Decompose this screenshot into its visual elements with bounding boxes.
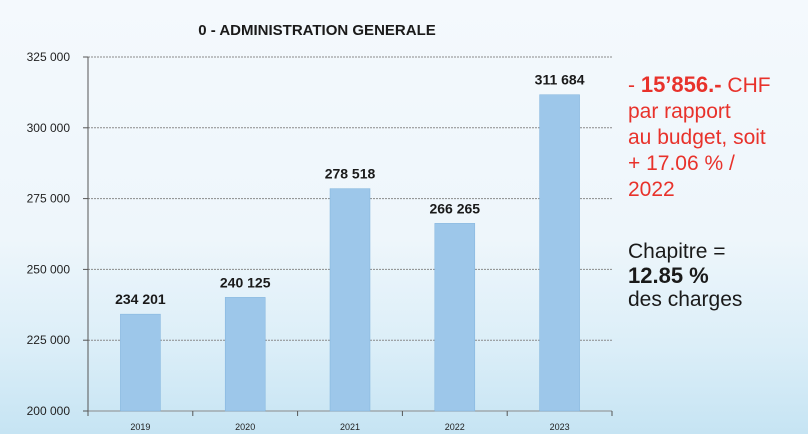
share-value: 12.85 % xyxy=(628,263,709,288)
note-line-4: + 17.06 % / xyxy=(628,152,735,175)
bar xyxy=(539,94,580,412)
y-tick-label: 300 000 xyxy=(27,121,71,135)
x-tick-label: 2023 xyxy=(550,422,570,432)
bars: 234 201 240 125 278 518 266 265 311 684 xyxy=(115,72,585,412)
bar-value-label: 234 201 xyxy=(115,291,166,307)
y-tick-label: 275 000 xyxy=(27,192,71,206)
x-axis-ticks: 2019 2020 2021 2022 2023 xyxy=(87,411,613,432)
note-amount: 15’856.- xyxy=(640,72,722,97)
bar xyxy=(329,188,371,412)
y-tick-label: 200 000 xyxy=(27,404,71,418)
share-line-1: Chapitre = xyxy=(628,240,726,263)
bar xyxy=(224,297,266,412)
bar-value-label: 266 265 xyxy=(429,200,480,216)
note-line-2: par rapport xyxy=(628,100,731,123)
bar-value-label: 311 684 xyxy=(535,72,585,88)
y-tick-label: 325 000 xyxy=(27,50,71,64)
chart-title: 0 - ADMINISTRATION GENERALE xyxy=(198,22,436,39)
bar-value-label: 278 518 xyxy=(325,166,376,182)
x-tick-label: 2020 xyxy=(235,422,255,432)
y-tick-label: 225 000 xyxy=(27,333,71,347)
x-tick-label: 2021 xyxy=(340,422,360,432)
x-tick-label: 2022 xyxy=(445,422,465,432)
note-line-5: 2022 xyxy=(628,178,675,201)
budget-difference-note: - 15’856.- CHF par rapport au budget, so… xyxy=(628,72,771,203)
note-currency: CHF xyxy=(721,74,771,97)
bar xyxy=(120,313,161,412)
x-tick-label: 2019 xyxy=(130,422,150,432)
bar xyxy=(434,223,476,412)
y-tick-label: 250 000 xyxy=(27,262,71,276)
note-line-3: au budget, soit xyxy=(628,126,766,149)
share-line-3: des charges xyxy=(628,288,743,311)
note-prefix: - xyxy=(628,74,641,97)
bar-value-label: 240 125 xyxy=(220,274,271,290)
chapter-share-note: Chapitre = 12.85 % des charges xyxy=(628,240,742,312)
y-axis-ticks: 200 000 225 000 250 000 275 000 300 000 325 0… xyxy=(27,50,71,418)
